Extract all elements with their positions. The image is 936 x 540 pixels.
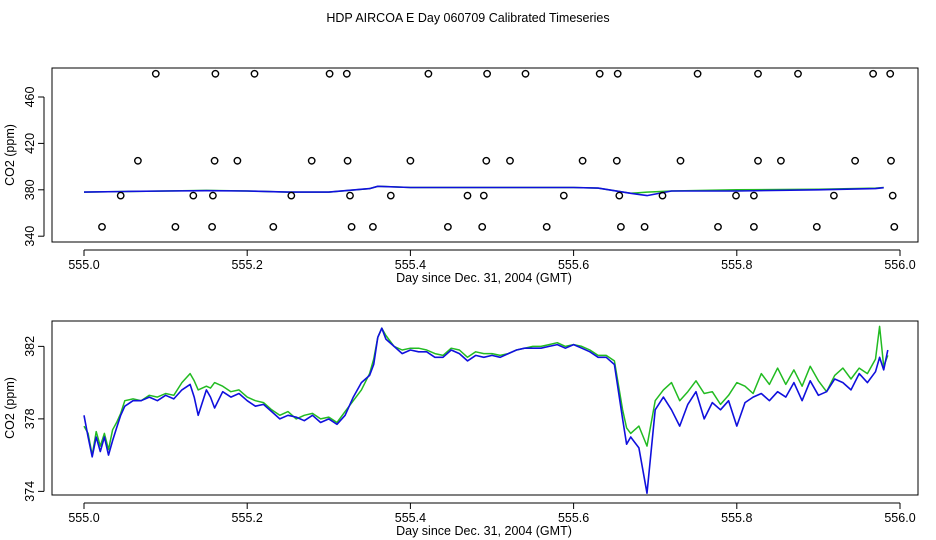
top-marker-point bbox=[233, 156, 242, 165]
top-marker-point bbox=[595, 69, 604, 78]
top-marker-point bbox=[346, 191, 354, 200]
top-marker-point bbox=[888, 191, 897, 200]
top-marker-point bbox=[794, 69, 802, 78]
top-plot-frame bbox=[51, 67, 919, 243]
top-marker-point bbox=[287, 191, 296, 200]
figure-title: HDP AIRCOA E Day 060709 Calibrated Times… bbox=[326, 11, 609, 25]
top-marker-point bbox=[406, 156, 415, 165]
top-marker-point bbox=[386, 191, 395, 200]
top-plot-marks bbox=[83, 69, 899, 231]
top-marker-point bbox=[343, 156, 352, 165]
bottom-x-tick-label: 555.0 bbox=[68, 511, 99, 525]
top-marker-point bbox=[869, 69, 877, 78]
top-marker-point bbox=[171, 222, 180, 231]
top-marker-point bbox=[133, 156, 142, 165]
bottom-plot-marks bbox=[83, 325, 889, 495]
top-marker-point bbox=[886, 69, 895, 78]
top-y-tick-label: 380 bbox=[23, 179, 37, 200]
top-marker-point bbox=[211, 69, 220, 78]
top-marker-point bbox=[612, 156, 621, 165]
top-marker-point bbox=[615, 191, 624, 200]
top-marker-point bbox=[890, 222, 899, 231]
top-marker-point bbox=[250, 69, 259, 78]
top-marker-point bbox=[750, 222, 758, 231]
top-x-tick-label: 555.2 bbox=[232, 258, 263, 272]
top-marker-point bbox=[506, 156, 514, 165]
bottom-y-tick-label: 374 bbox=[23, 481, 37, 502]
top-marker-point bbox=[617, 222, 625, 231]
top-marker-point bbox=[754, 156, 762, 165]
top-panel: 555.0 555.2 555.4 555.6 555.8 556.0 340 380 420 4… bbox=[3, 67, 919, 285]
bottom-axes: 555.0 555.2 555.4 555.6 555.8 556.0 374 378 382 bbox=[23, 336, 916, 525]
top-y-tick-label: 420 bbox=[23, 133, 37, 154]
top-marker-point bbox=[559, 191, 568, 200]
top-marker-point bbox=[714, 222, 722, 231]
top-marker-point bbox=[368, 222, 377, 231]
top-marker-point bbox=[887, 156, 895, 165]
top-x-tick-label: 556.0 bbox=[884, 258, 915, 272]
top-marker-point bbox=[483, 69, 491, 78]
bottom-plot-frame bbox=[51, 320, 919, 496]
top-x-axis-label: Day since Dec. 31, 2004 (GMT) bbox=[396, 271, 572, 285]
top-marker-point bbox=[658, 191, 667, 200]
top-marker-point bbox=[342, 69, 351, 78]
bottom-x-tick-label: 555.2 bbox=[232, 511, 263, 525]
top-marker-point bbox=[676, 156, 685, 165]
top-x-tick-label: 555.8 bbox=[721, 258, 752, 272]
top-marker-point bbox=[812, 222, 821, 231]
bottom-y-tick-label: 382 bbox=[23, 336, 37, 357]
top-marker-point bbox=[613, 69, 622, 78]
top-marker-point bbox=[208, 191, 217, 200]
bottom-series-line-green bbox=[83, 325, 889, 456]
top-marker-point bbox=[750, 191, 758, 200]
top-marker-point bbox=[640, 222, 649, 231]
bottom-y-tick-label: 378 bbox=[23, 408, 37, 429]
top-x-tick-label: 555.6 bbox=[558, 258, 589, 272]
top-x-tick-label: 555.0 bbox=[68, 258, 99, 272]
top-y-tick-label: 340 bbox=[23, 226, 37, 247]
top-marker-point bbox=[693, 69, 702, 78]
top-marker-point bbox=[208, 222, 217, 231]
top-x-tick-label: 555.4 bbox=[395, 258, 426, 272]
top-marker-point bbox=[325, 69, 334, 78]
top-marker-point bbox=[269, 222, 278, 231]
top-marker-point bbox=[307, 156, 316, 165]
bottom-panel: 555.0 555.2 555.4 555.6 555.8 556.0374378382 … bbox=[3, 320, 919, 538]
top-marker-point bbox=[151, 69, 160, 78]
top-marker-point bbox=[732, 191, 740, 200]
top-marker-point bbox=[754, 69, 762, 78]
bottom-x-axis-label: Day since Dec. 31, 2004 (GMT) bbox=[396, 524, 572, 538]
top-marker-point bbox=[443, 222, 452, 231]
top-marker-point bbox=[463, 191, 472, 200]
top-marker-point bbox=[210, 156, 219, 165]
top-y-axis-label: CO2 (ppm) bbox=[3, 124, 17, 186]
top-series-line-blue bbox=[83, 185, 884, 197]
top-axes: 555.0 555.2 555.4 555.6 555.8 556.0 340 380 420 4… bbox=[23, 87, 916, 272]
top-marker-point bbox=[98, 222, 106, 231]
top-marker-point bbox=[830, 191, 838, 200]
top-y-tick-label: 460 bbox=[23, 87, 37, 108]
bottom-x-tick-label: 556.0 bbox=[884, 511, 915, 525]
bottom-y-axis-label: CO2 (ppm) bbox=[3, 377, 17, 439]
bottom-x-tick-label: 555.6 bbox=[558, 511, 589, 525]
top-marker-point bbox=[851, 156, 859, 165]
top-marker-point bbox=[424, 69, 433, 78]
top-marker-point bbox=[482, 156, 491, 165]
top-marker-point bbox=[116, 191, 125, 200]
top-marker-point bbox=[479, 191, 488, 200]
bottom-x-tick-label: 555.4 bbox=[395, 511, 426, 525]
top-marker-point bbox=[777, 156, 785, 165]
top-marker-point bbox=[478, 222, 487, 231]
bottom-series-line-blue bbox=[83, 327, 889, 495]
bottom-x-tick-label: 555.8 bbox=[721, 511, 752, 525]
top-marker-point bbox=[542, 222, 551, 231]
top-marker-point bbox=[189, 191, 198, 200]
top-marker-point bbox=[347, 222, 356, 231]
top-marker-point bbox=[521, 69, 530, 78]
top-marker-point bbox=[578, 156, 587, 165]
